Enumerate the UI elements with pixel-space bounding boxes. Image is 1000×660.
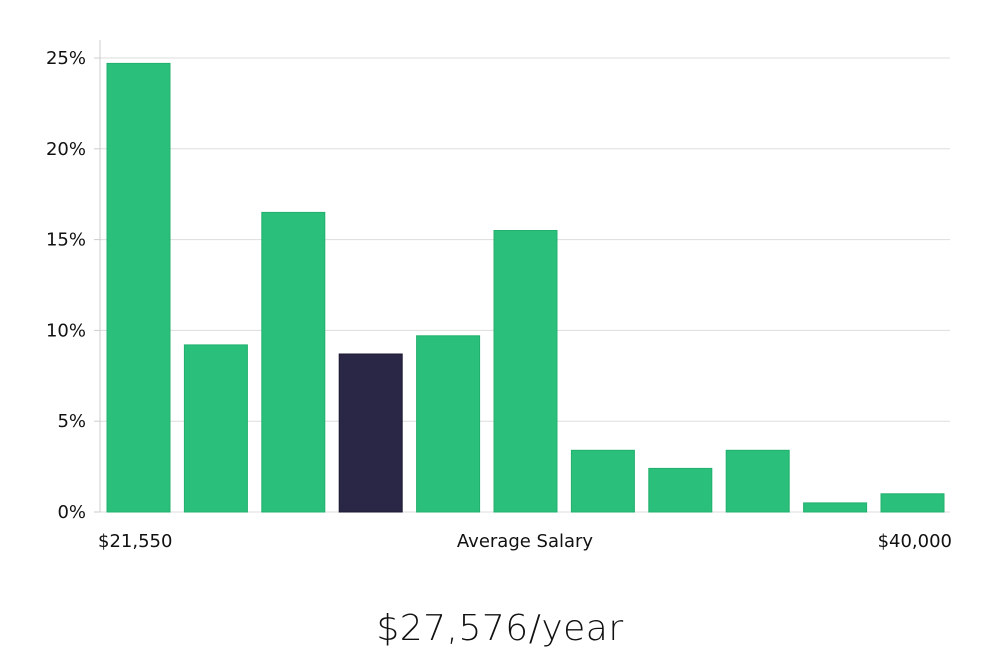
bar-highlighted xyxy=(338,353,403,513)
y-tick-label: 15% xyxy=(46,230,86,251)
bars xyxy=(106,62,945,513)
y-tick-label: 25% xyxy=(46,48,86,69)
x-axis-title: Average Salary xyxy=(457,531,594,552)
bar xyxy=(493,230,558,513)
y-tick-labels: 0% 5% 10% 15% 20% 25% xyxy=(46,48,86,523)
y-tick-label: 0% xyxy=(57,502,86,523)
average-salary-value: $27,576/year xyxy=(376,608,624,649)
bar xyxy=(725,449,790,513)
bar xyxy=(880,493,945,513)
y-tick-label: 10% xyxy=(46,320,86,341)
y-tick-label: 5% xyxy=(57,411,86,432)
salary-histogram: 0%5%10%15%20%25% $21,550 Average Salary … xyxy=(46,40,952,552)
x-min-label: $21,550 xyxy=(98,531,172,552)
bar xyxy=(570,449,635,513)
bar xyxy=(416,335,481,513)
bar xyxy=(648,467,713,513)
bar xyxy=(261,211,326,513)
bar xyxy=(106,62,171,513)
bar xyxy=(803,502,868,513)
y-tick-label: 20% xyxy=(46,139,86,160)
bar xyxy=(183,344,248,513)
x-max-label: $40,000 xyxy=(878,531,952,552)
